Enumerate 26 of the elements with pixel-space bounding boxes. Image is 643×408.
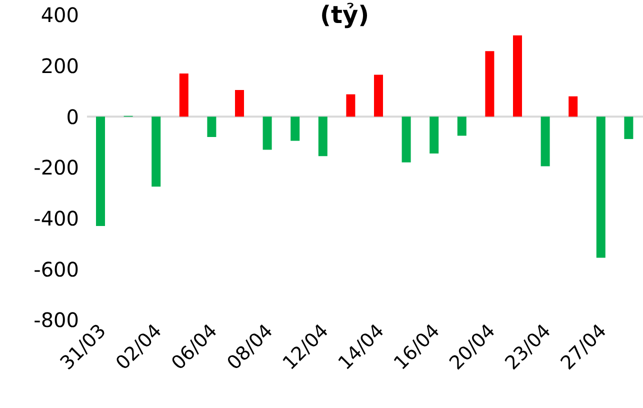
bar [485,51,494,117]
bar [568,96,578,117]
y-tick-label: -200 [34,156,79,180]
bar [457,116,466,136]
y-tick-label: 0 [66,104,79,129]
bar [152,116,161,187]
bar [346,94,356,117]
bar [540,116,550,166]
bar [374,74,383,117]
y-tick-label: -400 [34,206,79,230]
chart-title: (tỷ) [320,0,370,30]
y-tick-label: 400 [40,3,79,28]
bar [430,116,439,154]
bar [179,73,188,117]
bar [318,116,328,156]
bar [513,35,522,117]
bar [235,90,244,117]
bar [624,116,634,140]
bar [207,116,216,137]
bar [96,116,105,226]
bar [402,116,411,162]
bar [290,116,300,141]
y-tick-label: -600 [34,257,79,282]
y-tick-label: 200 [40,54,79,78]
bar [262,116,272,150]
bar [596,116,606,258]
